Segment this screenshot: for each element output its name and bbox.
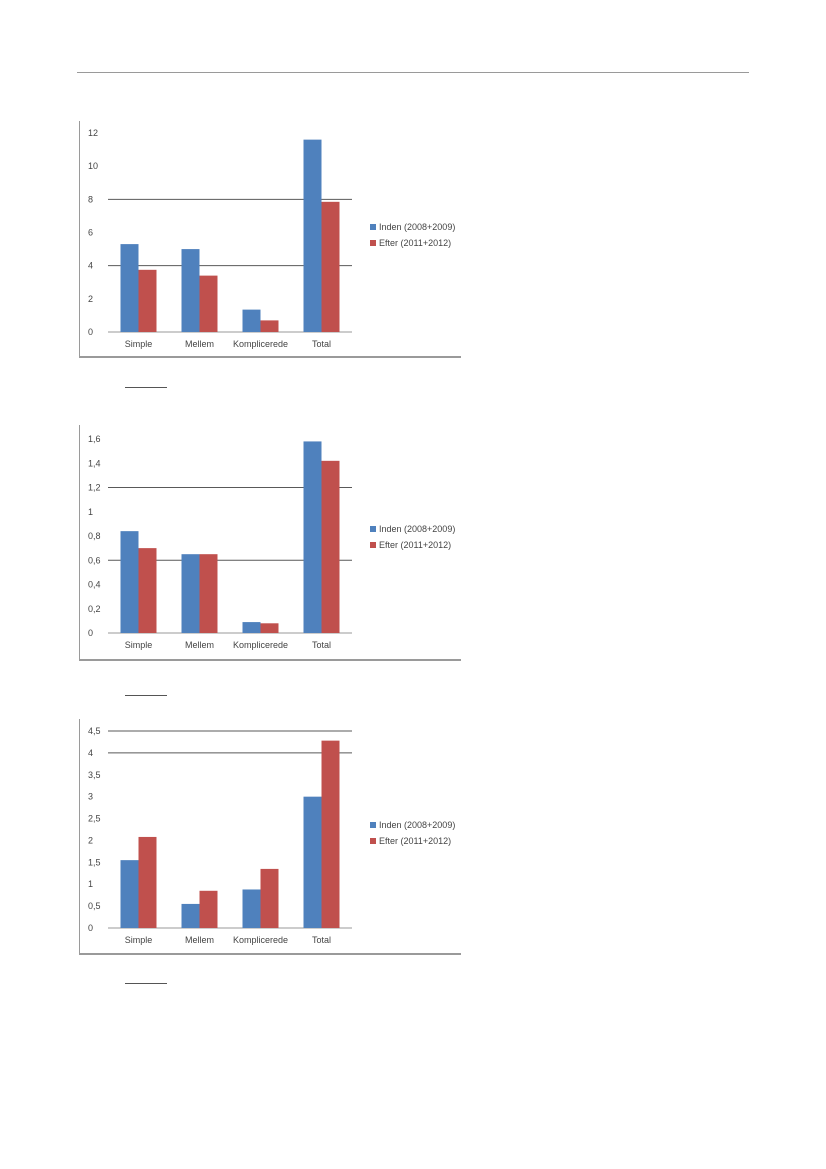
category-label: Komplicerede [233, 339, 288, 349]
legend-swatch [370, 526, 376, 532]
bar-after [199, 890, 218, 928]
y-tick-label: 0,6 [88, 555, 101, 565]
chart-1: 0 2 4 6 8 10 12 Simple Mellem Komplicerede Total In… [79, 121, 461, 358]
category-label: Komplicerede [233, 935, 288, 945]
y-tick-label: 0,4 [88, 580, 101, 590]
y-tick-label: 4 [88, 748, 93, 758]
chart-3: 0 0,5 1 1,5 2 2,5 3 3,5 4 4,5 Simple Mellem Komplice… [79, 719, 461, 955]
legend-swatch [370, 822, 376, 828]
bar-before [242, 622, 261, 633]
bar-before [303, 796, 322, 928]
bar-after [321, 201, 340, 332]
legend-swatch [370, 240, 376, 246]
y-tick-label: 1 [88, 507, 93, 517]
bar-before [242, 309, 261, 332]
legend-label: Inden (2008+2009) [379, 524, 455, 534]
y-tick-label: 3 [88, 792, 93, 802]
y-tick-label: 0 [88, 628, 93, 638]
y-tick-label: 4,5 [88, 726, 101, 736]
bar-after [321, 460, 340, 633]
bar-before [242, 889, 261, 928]
y-tick-label: 1 [88, 879, 93, 889]
category-label: Total [312, 935, 331, 945]
bar-after [260, 868, 279, 928]
figure-caption-rule-1 [125, 387, 167, 388]
y-tick-label: 8 [88, 194, 93, 204]
y-tick-label: 4 [88, 261, 93, 271]
category-label: Total [312, 640, 331, 650]
category-label: Mellem [185, 339, 214, 349]
y-tick-label: 6 [88, 228, 93, 238]
bar-after [138, 548, 157, 633]
bar-after [260, 623, 279, 633]
y-tick-label: 1,6 [88, 434, 101, 444]
bar-before [120, 244, 139, 332]
category-label: Komplicerede [233, 640, 288, 650]
legend-label: Efter (2011+2012) [379, 238, 451, 248]
bar-after [321, 740, 340, 928]
chart-3-svg: 0 0,5 1 1,5 2 2,5 3 3,5 4 4,5 Simple Mellem Komplice… [88, 726, 455, 945]
legend-swatch [370, 838, 376, 844]
y-tick-label: 1,5 [88, 857, 101, 867]
bar-after [138, 269, 157, 332]
legend-label: Inden (2008+2009) [379, 222, 455, 232]
y-tick-label: 2 [88, 294, 93, 304]
bar-after [260, 320, 279, 332]
bar-after [138, 836, 157, 928]
figure-caption-rule-2 [125, 695, 167, 696]
chart-1-svg: 0 2 4 6 8 10 12 Simple Mellem Komplicerede Total In… [88, 128, 455, 349]
figure-caption-rule-3 [125, 983, 167, 984]
category-label: Simple [125, 640, 153, 650]
category-label: Mellem [185, 640, 214, 650]
bar-before [181, 249, 200, 332]
category-label: Mellem [185, 935, 214, 945]
legend-label: Inden (2008+2009) [379, 820, 455, 830]
y-tick-label: 1,2 [88, 483, 101, 493]
y-tick-label: 3,5 [88, 770, 101, 780]
y-tick-label: 0,8 [88, 531, 101, 541]
y-tick-label: 2 [88, 835, 93, 845]
y-tick-label: 0 [88, 327, 93, 337]
y-tick-label: 0,5 [88, 901, 101, 911]
y-tick-label: 0 [88, 923, 93, 933]
chart-2-svg: 0 0,2 0,4 0,6 0,8 1 1,2 1,4 1,6 Simple Mellem Kompl… [88, 434, 455, 650]
bar-before [303, 139, 322, 332]
y-tick-label: 10 [88, 161, 98, 171]
bar-after [199, 554, 218, 633]
page-header-rule [77, 72, 749, 73]
bar-before [120, 860, 139, 928]
category-label: Simple [125, 339, 153, 349]
legend-swatch [370, 224, 376, 230]
y-tick-label: 1,4 [88, 458, 101, 468]
category-label: Simple [125, 935, 153, 945]
y-tick-label: 12 [88, 128, 98, 138]
category-label: Total [312, 339, 331, 349]
y-tick-label: 2,5 [88, 814, 101, 824]
y-tick-label: 0,2 [88, 604, 101, 614]
bar-before [120, 531, 139, 633]
legend-label: Efter (2011+2012) [379, 540, 451, 550]
bar-before [303, 441, 322, 633]
bar-before [181, 903, 200, 928]
bar-before [181, 554, 200, 633]
legend-label: Efter (2011+2012) [379, 836, 451, 846]
legend-swatch [370, 542, 376, 548]
chart-2: 0 0,2 0,4 0,6 0,8 1 1,2 1,4 1,6 Simple Mellem Kompl… [79, 425, 461, 661]
bar-after [199, 275, 218, 332]
